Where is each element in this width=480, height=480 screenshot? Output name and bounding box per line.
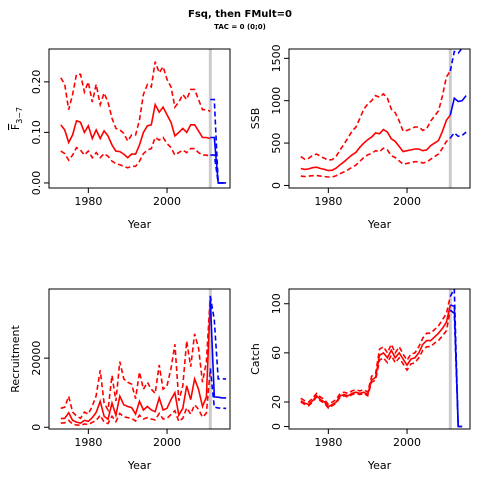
y-tick-label: 0 (30, 424, 43, 431)
series-group (60, 61, 227, 184)
y-axis-label-base: F (9, 124, 22, 130)
y-axis-label-subscript: 3−7 (15, 107, 24, 124)
y-axis-label: SSB (249, 108, 262, 130)
history-lower-line (60, 368, 212, 427)
y-tick-label: 500 (270, 133, 283, 154)
y-tick-label: 0.00 (30, 171, 43, 196)
history-lower-line (300, 137, 451, 178)
projection-upper-line (449, 49, 463, 72)
history-median-line (60, 299, 212, 424)
x-axis-label: Year (127, 459, 152, 472)
history-median-line (60, 102, 211, 159)
projection-lower-line (209, 368, 227, 410)
y-tick-label: 0.10 (30, 120, 43, 145)
projection-median-line (449, 95, 467, 116)
x-axis-label: Year (367, 218, 392, 231)
chart-title: Fsq, then FMult=0 (188, 9, 292, 20)
plot-frame (288, 48, 471, 189)
x-tick-label: 1980 (314, 436, 342, 449)
projection-median-line (450, 304, 463, 428)
series-group (300, 289, 463, 428)
y-tick-label: 0.20 (30, 70, 43, 95)
y-axis-label: Catch (249, 343, 262, 375)
x-tick-label: 2000 (393, 195, 421, 208)
x-tick-label: 1980 (74, 436, 102, 449)
history-upper-line (300, 70, 451, 161)
x-tick-label: 1980 (314, 195, 342, 208)
y-tick-label: 100 (270, 293, 283, 314)
y-tick-label: 0 (270, 423, 283, 430)
history-upper-line (60, 295, 212, 420)
y-tick-label: 20 (270, 395, 283, 409)
plot-frame (288, 288, 471, 430)
history-lower-line (60, 136, 211, 169)
y-axis-label: F3−7 (9, 107, 24, 130)
y-tick-label: 60 (270, 346, 283, 360)
projection-median-line (209, 299, 227, 399)
plot-frame (48, 288, 231, 430)
x-tick-label: 2000 (153, 195, 181, 208)
x-axis-label: Year (127, 218, 152, 231)
history-upper-line (300, 296, 452, 406)
y-tick-label: 0 (270, 182, 283, 189)
series-group (300, 49, 467, 178)
history-median-line (300, 304, 452, 408)
y-tick-label: 20000 (30, 341, 43, 376)
x-tick-label: 2000 (153, 436, 181, 449)
y-tick-label: 1000 (270, 87, 283, 115)
history-lower-line (300, 309, 452, 410)
history-upper-line (60, 61, 211, 143)
x-axis-label: Year (367, 459, 392, 472)
chart-subtitle: TAC = 0 (0;0) (214, 23, 266, 31)
projection-lower-line (449, 131, 467, 139)
projection-upper-line (209, 295, 227, 380)
x-tick-label: 2000 (393, 436, 421, 449)
projection-upper-line (210, 98, 227, 184)
history-median-line (300, 114, 451, 172)
y-tick-label: 1500 (270, 44, 283, 72)
series-group (60, 295, 227, 427)
x-tick-label: 1980 (74, 195, 102, 208)
projection-median-line (210, 136, 227, 184)
plot-frame (48, 48, 231, 189)
y-axis-label: Recruitment (9, 325, 22, 393)
